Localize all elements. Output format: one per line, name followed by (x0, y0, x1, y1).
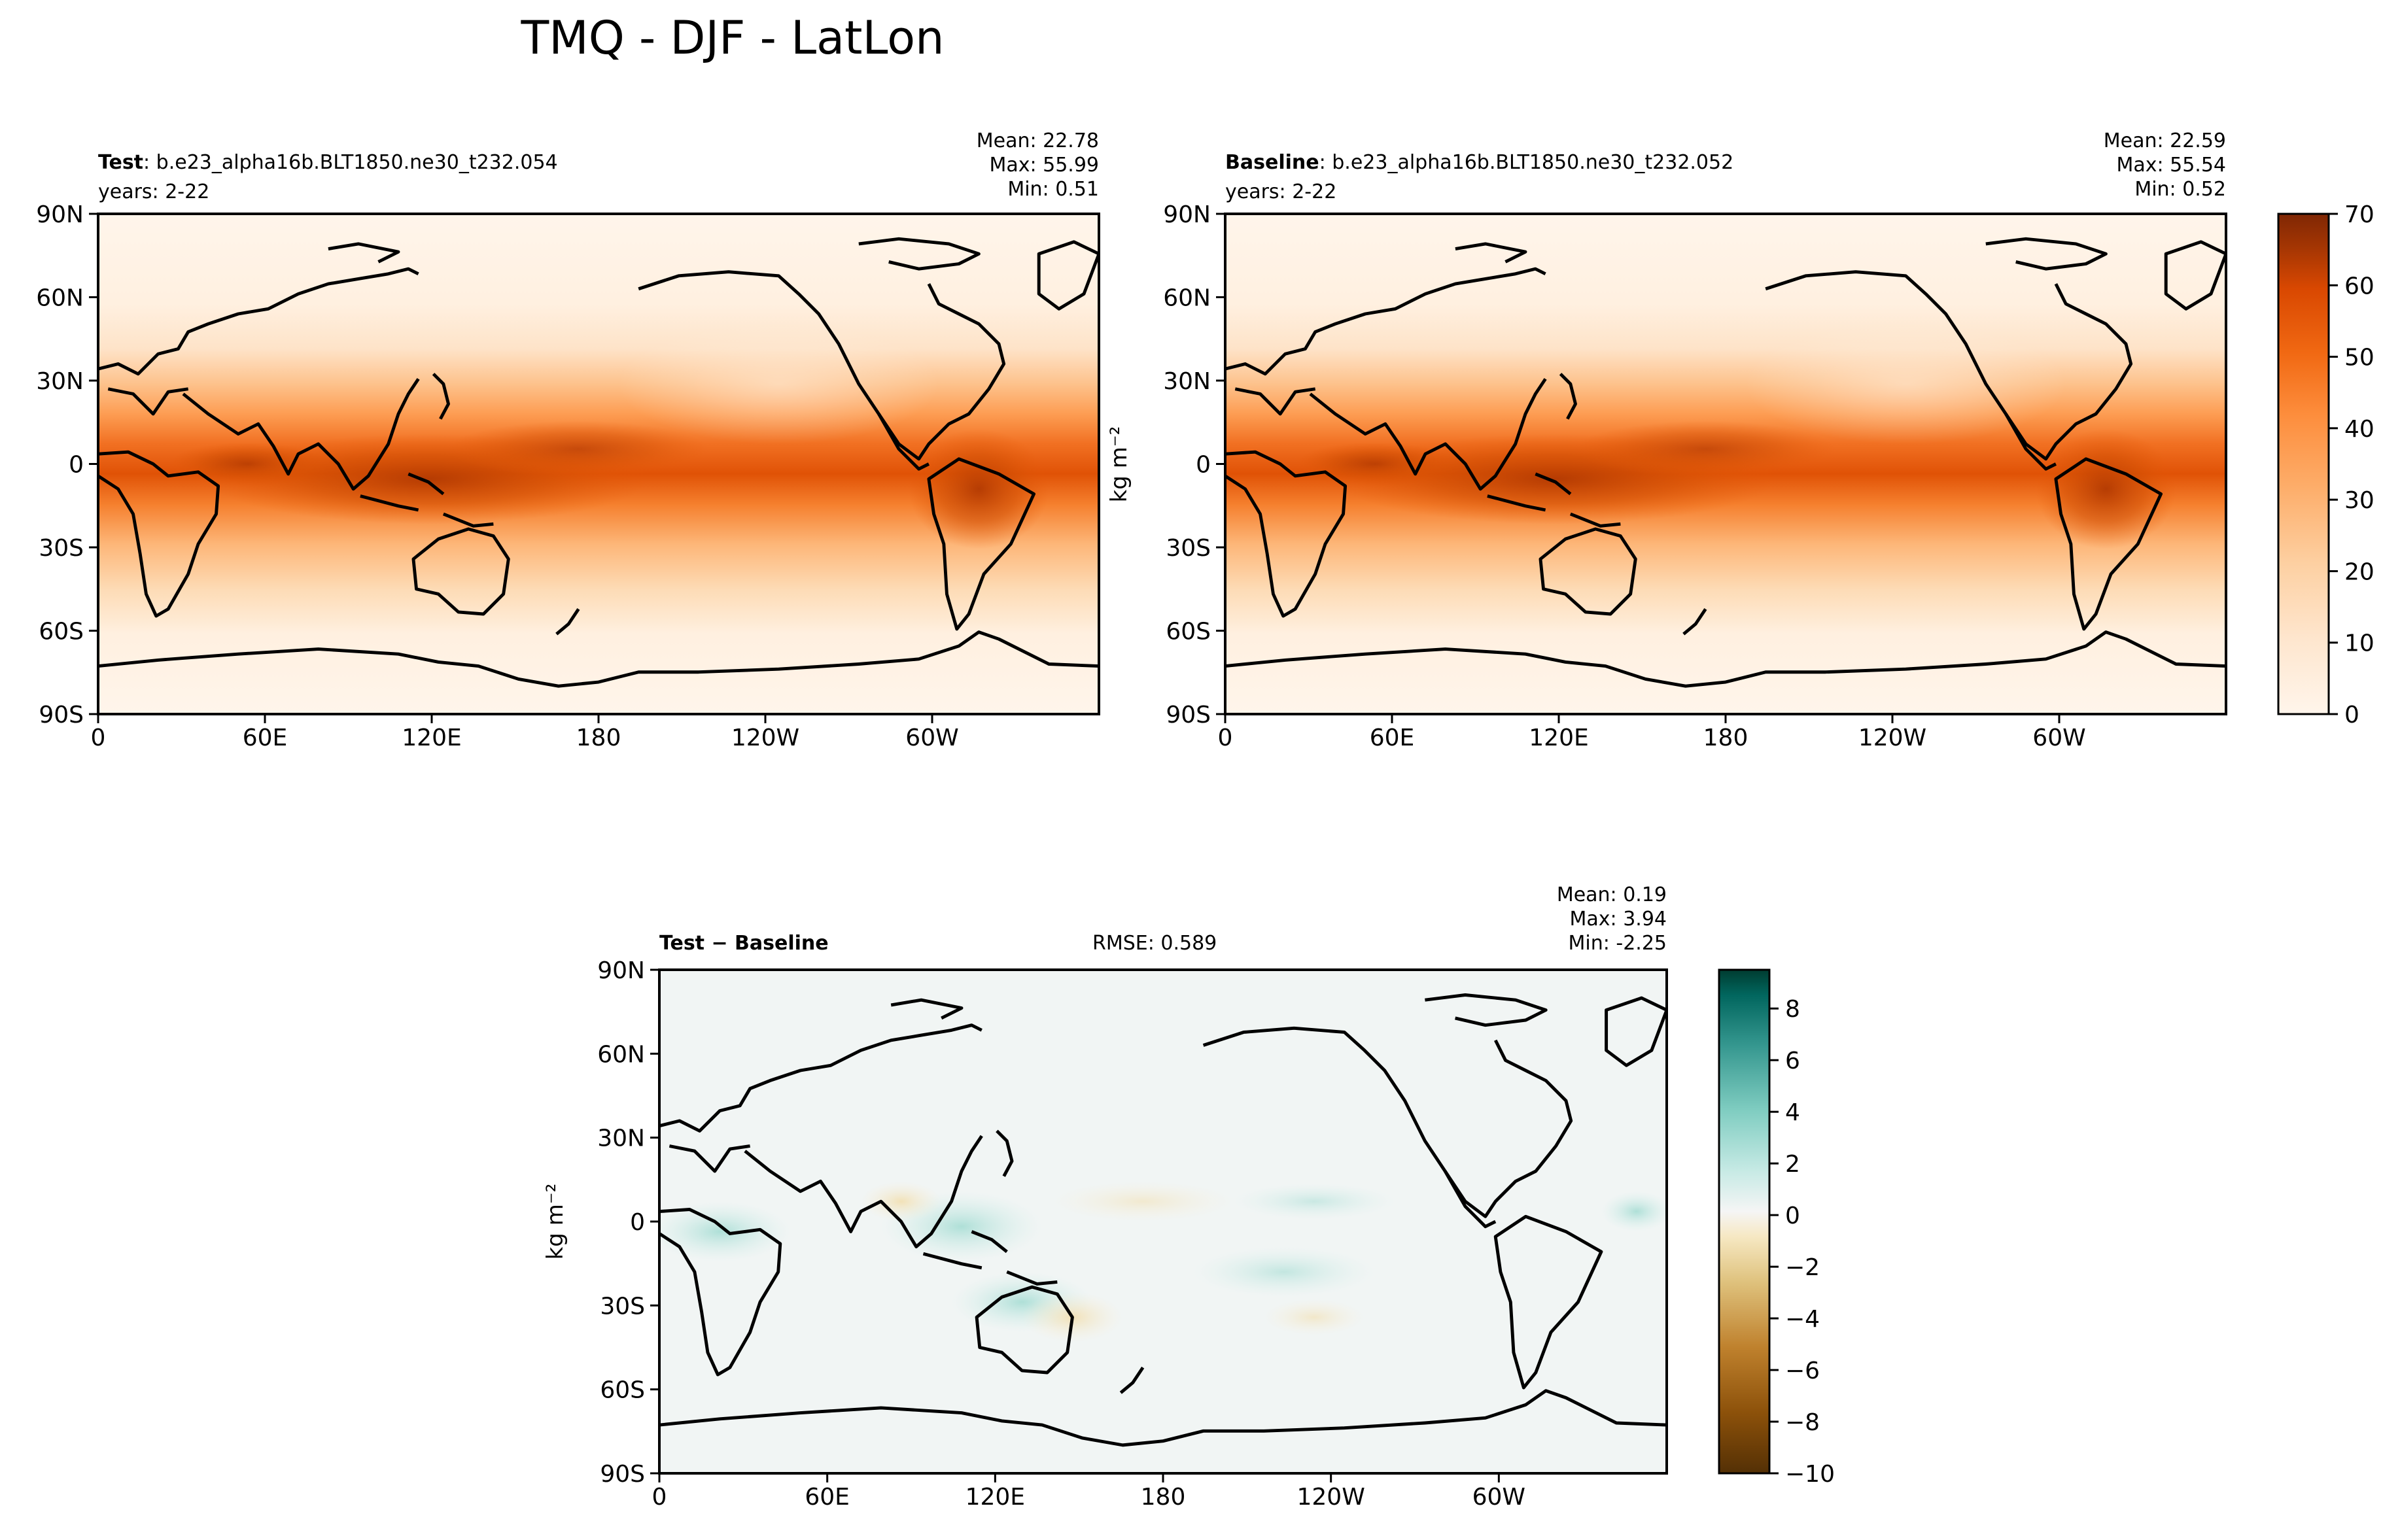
colorbar-tick-label: 4 (1785, 1099, 1800, 1126)
top-colorbar (2277, 213, 2330, 715)
test-min: Min: 0.51 (1007, 178, 1099, 201)
y-tick-label: 30N (1163, 368, 1211, 395)
test-years: years: 2-22 (98, 180, 209, 203)
y-tick-label: 0 (630, 1209, 645, 1236)
baseline-units-label: kg m⁻² (1106, 426, 1132, 503)
x-tick-label: 60E (1370, 725, 1415, 751)
test-label-case: : b.e23_alpha16b.BLT1850.ne30_t232.054 (143, 151, 558, 174)
colorbar-tick-label: 0 (2344, 702, 2359, 728)
y-tick-label: 30S (600, 1293, 645, 1320)
svg-text:Baseline: b.e23_alpha16b.BLT18: Baseline: b.e23_alpha16b.BLT1850.ne30_t2… (1225, 151, 1733, 174)
diff-mean: Mean: 0.19 (1557, 883, 1667, 906)
y-tick-label: 90N (1163, 201, 1211, 228)
y-tick-label: 60S (39, 619, 84, 645)
diff-map (659, 970, 1667, 1473)
x-tick-label: 60E (243, 725, 288, 751)
colorbar-tick-label: −8 (1785, 1409, 1820, 1436)
colorbar-tick-label: 8 (1785, 996, 1800, 1023)
x-tick-label: 60W (905, 725, 958, 751)
colorbar-tick-label: −2 (1785, 1254, 1820, 1281)
y-tick-label: 60S (600, 1377, 645, 1404)
y-tick-label: 90S (1166, 702, 1211, 728)
x-tick-label: 180 (1141, 1484, 1186, 1511)
test-max: Max: 55.99 (989, 154, 1099, 177)
diff-label: Test − Baseline (659, 932, 829, 955)
colorbar-tick-label: 6 (1785, 1048, 1800, 1074)
x-tick-label: 0 (652, 1484, 667, 1511)
baseline-min: Min: 0.52 (2134, 178, 2226, 201)
baseline-max: Max: 55.54 (2116, 154, 2226, 177)
colorbar-tick-label: −4 (1785, 1306, 1820, 1333)
y-tick-label: 30N (36, 368, 84, 395)
y-tick-label: 30S (1166, 535, 1211, 562)
y-tick-label: 0 (69, 452, 84, 479)
x-tick-label: 120E (965, 1484, 1025, 1511)
baseline-label-case: : b.e23_alpha16b.BLT1850.ne30_t232.052 (1319, 151, 1734, 174)
colorbar-tick-label: 40 (2344, 416, 2374, 443)
colorbar-tick-label: 0 (1785, 1203, 1800, 1229)
baseline-mean: Mean: 22.59 (2104, 129, 2226, 152)
x-tick-label: 120E (402, 725, 461, 751)
y-tick-label: 90N (597, 957, 645, 984)
diff-max: Max: 3.94 (1570, 908, 1667, 931)
colorbar-tick-label: 50 (2344, 345, 2374, 371)
y-tick-label: 60S (1166, 619, 1211, 645)
y-tick-label: 60N (597, 1041, 645, 1068)
x-tick-label: 60W (2032, 725, 2085, 751)
svg-text:Test: b.e23_alpha16b.BLT1850.n: Test: b.e23_alpha16b.BLT1850.ne30_t232.0… (98, 151, 558, 174)
y-tick-label: 90S (600, 1461, 645, 1488)
test-label-bold: Test (98, 151, 143, 174)
colorbar-tick-label: −10 (1785, 1461, 1835, 1488)
x-tick-label: 0 (91, 725, 106, 751)
test-panel: Test: b.e23_alpha16b.BLT1850.ne30_t232.0… (97, 129, 1100, 715)
colorbar-tick-label: 60 (2344, 273, 2374, 299)
colorbar-tick-label: 10 (2344, 630, 2374, 657)
y-tick-label: 90S (39, 702, 84, 728)
x-tick-label: 180 (576, 725, 621, 751)
diff-min: Min: -2.25 (1569, 932, 1667, 955)
x-tick-label: 120E (1529, 725, 1588, 751)
y-tick-label: 30S (39, 535, 84, 562)
diff-panel: Test − Baseline RMSE: 0.589 Mean: 0.19 M… (542, 883, 1668, 1475)
baseline-panel: Baseline: b.e23_alpha16b.BLT1850.ne30_t2… (1106, 129, 2227, 715)
x-tick-label: 120W (1858, 725, 1926, 751)
x-tick-label: 60W (1472, 1484, 1525, 1511)
figure-title: TMQ - DJF - LatLon (521, 11, 945, 65)
x-tick-label: 0 (1218, 725, 1233, 751)
baseline-years: years: 2-22 (1225, 180, 1336, 203)
x-tick-label: 120W (1297, 1484, 1365, 1511)
colorbar-tick-label: 70 (2344, 201, 2374, 228)
y-tick-label: 60N (1163, 285, 1211, 312)
baseline-map (1225, 214, 2226, 714)
colorbar-tick-label: 20 (2344, 558, 2374, 585)
diff-units-label: kg m⁻² (542, 1184, 568, 1260)
y-tick-label: 0 (1196, 452, 1211, 479)
x-tick-label: 180 (1703, 725, 1748, 751)
y-tick-label: 60N (36, 285, 84, 312)
y-tick-label: 90N (36, 201, 84, 228)
test-map (98, 214, 1099, 714)
colorbar-tick-label: 30 (2344, 487, 2374, 514)
test-mean: Mean: 22.78 (977, 129, 1099, 152)
x-tick-label: 120W (731, 725, 799, 751)
colorbar-tick-label: −6 (1785, 1358, 1820, 1384)
baseline-label-bold: Baseline (1225, 151, 1319, 174)
x-tick-label: 60E (805, 1484, 850, 1511)
diff-rmse: RMSE: 0.589 (1092, 932, 1217, 955)
bottom-colorbar (1718, 968, 1771, 1475)
colorbar-tick-label: 2 (1785, 1151, 1800, 1178)
y-tick-label: 30N (597, 1125, 645, 1152)
